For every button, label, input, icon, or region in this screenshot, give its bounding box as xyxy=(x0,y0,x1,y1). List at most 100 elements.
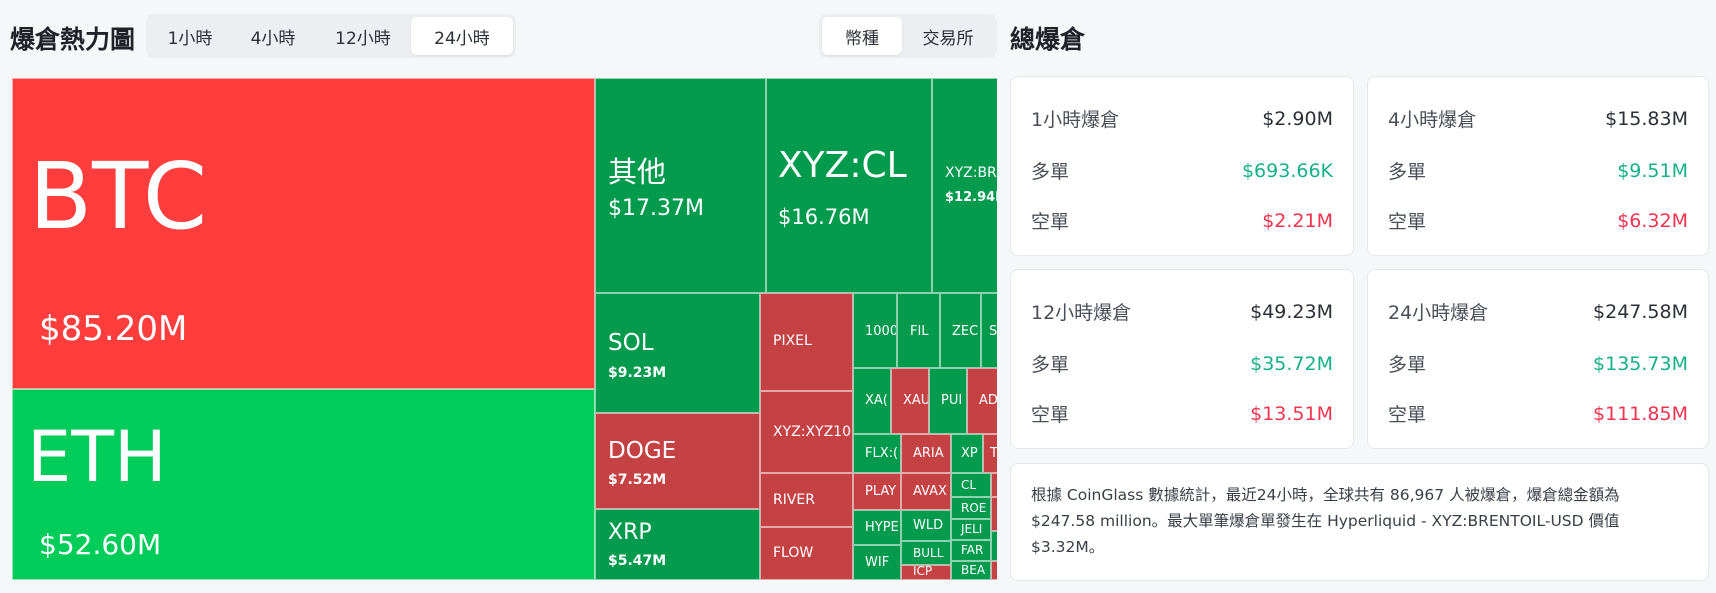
heatmap-cell-zec[interactable]: ZEC xyxy=(940,293,981,368)
heatmap-cell-others[interactable]: 其他 $17.37M xyxy=(595,78,766,293)
heatmap-cell-tiny-4[interactable] xyxy=(991,561,997,580)
cell-symbol: WIF xyxy=(865,555,890,570)
heatmap-cell-ad[interactable]: AD xyxy=(967,368,997,434)
heatmap-cell-tiny-1[interactable] xyxy=(991,473,997,497)
heatmap-cell-xyz100[interactable]: XYZ:XYZ100 xyxy=(760,391,853,473)
tab-coin[interactable]: 幣種 xyxy=(822,17,902,55)
heatmap-cell-sol[interactable]: SOL $9.23M xyxy=(595,293,760,413)
card-period: 4小時爆倉 xyxy=(1388,109,1477,131)
heatmap-cell-tiny-2[interactable] xyxy=(991,497,997,531)
view-selector: 幣種 交易所 xyxy=(819,14,997,58)
long-label: 多單 xyxy=(1388,354,1427,376)
cell-symbol: 其他 xyxy=(608,155,667,189)
heatmap-cell-icp[interactable]: ICP xyxy=(901,565,951,580)
short-amount: $13.51M xyxy=(1250,402,1333,425)
cell-symbol: PLAY xyxy=(865,484,897,499)
heatmap-cell-wif[interactable]: WIF xyxy=(853,545,901,580)
tab-12h[interactable]: 12小時 xyxy=(335,28,391,49)
cell-symbol: XYZ:BR xyxy=(945,165,997,181)
heatmap-cell-robo[interactable]: ROE xyxy=(951,497,991,519)
cell-symbol: CL xyxy=(961,478,977,492)
heatmap-cell-cl[interactable]: CL xyxy=(951,473,991,497)
heatmap-cell-xag[interactable]: XA( xyxy=(853,368,891,434)
cell-value: $5.47M xyxy=(608,553,667,569)
cell-symbol: ZEC xyxy=(952,324,979,339)
heatmap-cell-s[interactable]: S xyxy=(981,293,997,368)
cell-symbol: BTC xyxy=(29,143,208,250)
cell-symbol: T xyxy=(990,446,997,461)
long-amount: $135.73M xyxy=(1593,352,1688,375)
heatmap-cell-xyz-cl[interactable]: XYZ:CL $16.76M xyxy=(766,78,932,293)
short-amount: $2.21M xyxy=(1262,209,1333,232)
tab-1h[interactable]: 1小時 xyxy=(167,28,213,49)
cell-symbol: ICP xyxy=(913,565,933,578)
heatmap-cell-hype[interactable]: HYPE xyxy=(853,510,901,545)
heatmap-cell-eth[interactable]: ETH $52.60M xyxy=(12,389,595,580)
summary-card-1h: 1小時爆倉 $2.90M 多單 $693.66K 空單 $2.21M xyxy=(1010,76,1354,256)
heatmap-cell-bea[interactable]: BEA xyxy=(951,561,991,580)
time-range-selector: 1小時 4小時 12小時 24小時 xyxy=(146,14,516,58)
summary-card-4h: 4小時爆倉 $15.83M 多單 $9.51M 空單 $6.32M xyxy=(1367,76,1709,256)
heatmap-cell-far[interactable]: FAR xyxy=(951,540,991,561)
heatmap-cell-t[interactable]: T xyxy=(983,434,997,473)
cell-symbol: FAR xyxy=(961,543,984,557)
cell-value: $85.20M xyxy=(39,309,188,349)
liquidation-heatmap: BTC $85.20M ETH $52.60M 其他 $17.37M XYZ:C… xyxy=(12,78,997,580)
cell-value: $9.23M xyxy=(608,365,667,381)
cell-symbol: FLX:( xyxy=(865,446,899,461)
cell-symbol: BULL xyxy=(913,546,944,560)
tab-24h[interactable]: 24小時 xyxy=(411,17,513,55)
cell-symbol: ARIA xyxy=(913,446,944,461)
heatmap-cell-wld[interactable]: WLD xyxy=(901,510,951,541)
heatmap-cell-jelly[interactable]: JELI xyxy=(951,519,991,540)
heatmap-cell-xrp[interactable]: XRP $5.47M xyxy=(595,509,760,580)
cell-symbol: XAU xyxy=(903,393,929,408)
summary-note: 根據 CoinGlass 數據統計，最近24小時，全球共有 86,967 人被爆… xyxy=(1010,463,1709,581)
heatmap-cell-flx[interactable]: FLX:( xyxy=(853,434,901,473)
heatmap-cell-flow[interactable]: FLOW xyxy=(760,527,853,580)
cell-symbol: DOGE xyxy=(608,438,677,464)
tab-4h[interactable]: 4小時 xyxy=(250,28,296,49)
heatmap-cell-pump[interactable]: PUI xyxy=(929,368,967,434)
cell-symbol: ROE xyxy=(961,501,987,515)
heatmap-cell-play[interactable]: PLAY xyxy=(853,473,901,510)
heatmap-cell-1000[interactable]: 1000 xyxy=(853,293,897,368)
tab-exchange[interactable]: 交易所 xyxy=(922,28,974,49)
heatmap-cell-river[interactable]: RIVER xyxy=(760,473,853,527)
heatmap-cell-aria[interactable]: ARIA xyxy=(901,434,951,473)
cell-symbol: AD xyxy=(979,393,997,408)
long-label: 多單 xyxy=(1031,354,1070,376)
summary-card-24h: 24小時爆倉 $247.58M 多單 $135.73M 空單 $111.85M xyxy=(1367,269,1709,449)
heatmap-cell-xp[interactable]: XP xyxy=(951,434,983,473)
heatmap-cell-xau[interactable]: XAU xyxy=(891,368,929,434)
heatmap-cell-bull[interactable]: BULL xyxy=(901,541,951,565)
summary-card-12h: 12小時爆倉 $49.23M 多單 $35.72M 空單 $13.51M xyxy=(1010,269,1354,449)
heatmap-cell-doge[interactable]: DOGE $7.52M xyxy=(595,413,760,509)
heatmap-cell-avax[interactable]: AVAX xyxy=(901,473,951,510)
cell-symbol: JELI xyxy=(961,522,983,536)
heatmap-cell-pixel[interactable]: PIXEL xyxy=(760,293,853,391)
cell-symbol: XYZ:CL xyxy=(778,145,907,186)
long-amount: $9.51M xyxy=(1617,159,1688,182)
cell-symbol: AVAX xyxy=(913,484,947,499)
cell-value: $12.94M xyxy=(945,190,997,205)
heatmap-cell-tiny-3[interactable] xyxy=(991,531,997,561)
cell-symbol: HYPE xyxy=(865,520,899,535)
short-amount: $6.32M xyxy=(1617,209,1688,232)
cell-value: $52.60M xyxy=(39,528,162,561)
heatmap-cell-btc[interactable]: BTC $85.20M xyxy=(12,78,595,389)
card-period: 1小時爆倉 xyxy=(1031,109,1120,131)
cell-symbol: S xyxy=(989,324,997,339)
cell-symbol: XP xyxy=(961,446,978,461)
cell-symbol: ETH xyxy=(27,416,167,498)
heatmap-title: 爆倉熱力圖 xyxy=(10,25,136,54)
cell-symbol: FLOW xyxy=(773,545,814,561)
cell-symbol: PIXEL xyxy=(773,333,812,349)
short-amount: $111.85M xyxy=(1593,402,1688,425)
long-label: 多單 xyxy=(1388,161,1427,183)
cell-symbol: RIVER xyxy=(773,492,816,508)
short-label: 空單 xyxy=(1388,404,1427,426)
heatmap-cell-xyz-br[interactable]: XYZ:BR $12.94M xyxy=(932,78,997,293)
cell-symbol: BEA xyxy=(961,563,986,577)
heatmap-cell-fil[interactable]: FIL xyxy=(897,293,940,368)
